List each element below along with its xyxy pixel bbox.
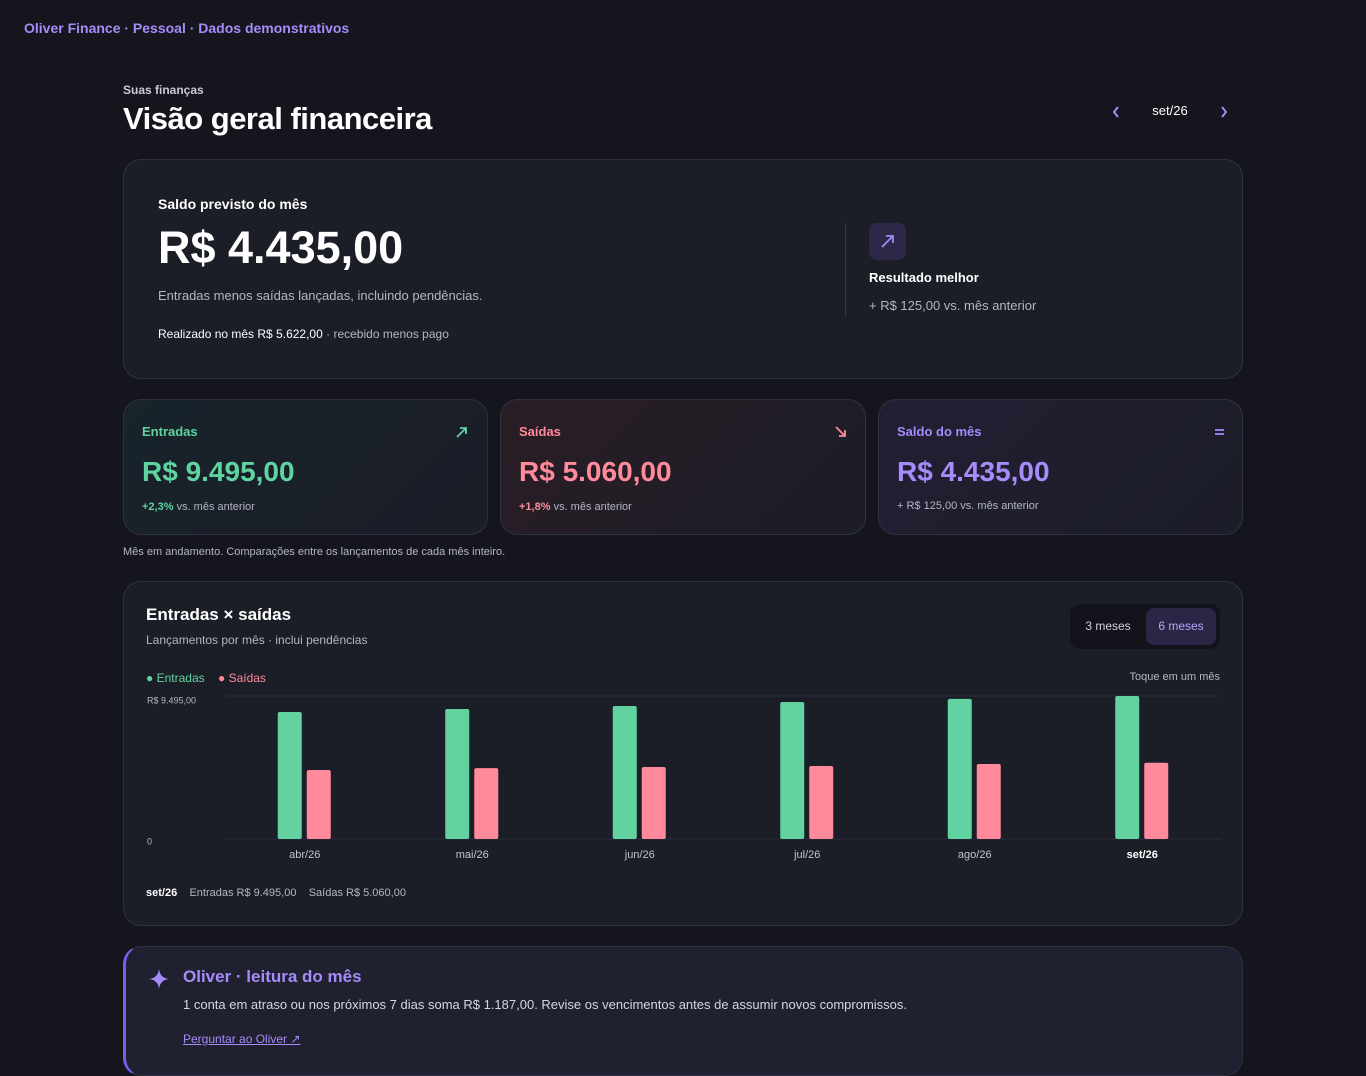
selection-summary: set/26 Entradas R$ 9.495,00 Saídas R$ 5.… [146,887,406,899]
trend-note: + R$ 125,00 vs. mês anterior [869,298,1037,313]
x-tick-label: jul/26 [793,849,820,861]
bar [474,768,499,839]
card-amount: R$ 9.495,00 [142,456,295,487]
down-icon [835,426,846,437]
card-label: Entradas [142,424,198,439]
change-note: vs. mês anterior [176,501,255,513]
card-amount: R$ 5.060,00 [519,456,672,487]
income-card: Entradas R$ 9.495,00 +2,3% vs. mês anter… [123,399,488,535]
chart-subtitle: Lançamentos por mês · inclui pendências [146,633,368,647]
insight-link[interactable]: Perguntar ao Oliver ↗ [183,1032,301,1046]
prev-month[interactable] [1106,102,1126,122]
legend-item: ● Entradas [146,671,205,685]
change-value: +1,8% [519,501,551,513]
hero-card: Saldo previsto do mês R$ 4.435,00 Entrad… [123,159,1243,379]
page: Oliver Finance · Pessoal · Dados demonst… [24,20,1243,1076]
next-month[interactable] [1214,102,1234,122]
bar [612,706,637,839]
current-month: set/26 [1152,103,1188,118]
card-change: +2,3% vs. mês anterior [142,501,255,513]
x-tick-label: abr/26 [289,849,320,861]
bar [277,712,302,839]
cards-note: Mês em andamento. Comparações entre os l… [123,546,506,558]
page-title: Visão geral financeira [123,101,432,136]
x-tick-label: jun/26 [624,849,655,861]
bar [947,698,972,839]
legend-label: Entradas [156,671,205,685]
bar [1144,762,1169,839]
card-change: +1,8% vs. mês anterior [519,501,632,513]
card-note: + R$ 125,00 vs. mês anterior [897,500,1039,512]
up-icon [456,427,467,438]
chart-panel: Entradas × saídas Lançamentos por mês · … [123,581,1243,926]
selected-income: Entradas R$ 9.495,00 [189,887,297,899]
bar [306,770,331,839]
card-amount: R$ 4.435,00 [897,456,1050,487]
insight-card: Oliver · leitura do mês 1 conta em atras… [123,946,1243,1076]
eyebrow: Suas finanças [123,83,204,97]
breadcrumb[interactable]: Oliver Finance · Pessoal · Dados demonst… [24,20,350,36]
realized-label: Realizado no mês R$ 5.622,00 [158,327,323,341]
x-tick-label: set/26 [1127,849,1158,861]
change-value: +2,3% [142,501,174,513]
legend-label: Saídas [228,671,266,685]
realized-note: · recebido menos pago [326,327,449,341]
bar [780,701,805,839]
bar [445,709,470,839]
chart-title: Entradas × saídas [146,605,292,624]
insight-title: Oliver · leitura do mês [183,967,362,986]
card-label: Saídas [519,424,561,439]
balance-card: Saldo do mês R$ 4.435,00 + R$ 125,00 vs.… [878,399,1243,535]
hero-amount: R$ 4.435,00 [158,222,404,273]
y-tick-label: 0 [147,836,152,846]
card-label: Saldo do mês [897,424,982,439]
hero-label: Saldo previsto do mês [158,196,308,212]
range-option[interactable]: 3 meses [1085,619,1131,633]
range-option[interactable]: 6 meses [1146,608,1216,645]
hero-description: Entradas menos saídas lançadas, incluind… [158,288,483,303]
sparkle-icon [149,969,169,989]
equal-icon [1215,429,1224,435]
chart-hint: Toque em um mês [1129,671,1220,683]
chart: 0 R$ 9.495,00 abr/26 mai/26 jun/26 jul/26 ago/… [147,695,1221,861]
x-tick-label: mai/26 [456,849,489,861]
insight-text: 1 conta em atraso ou nos próximos 7 dias… [183,997,908,1012]
bar [1115,696,1140,839]
y-tick-label: R$ 9.495,00 [147,695,196,705]
trend-icon [869,223,906,260]
expense-card: Saídas R$ 5.060,00 +1,8% vs. mês anterio… [500,399,866,535]
change-note: vs. mês anterior [553,501,632,513]
range-toggle: 3 meses 6 meses [1070,604,1220,649]
divider [845,223,846,317]
legend-item: ● Saídas [217,671,266,685]
trend-title: Resultado melhor [869,270,979,285]
legend: ● Entradas ● Saídas [146,671,266,685]
bar [976,763,1001,839]
bar [641,767,666,839]
bar [809,765,834,839]
selected-month: set/26 [146,887,178,899]
selected-expense: Saídas R$ 5.060,00 [308,887,406,899]
x-tick-label: ago/26 [958,849,992,861]
hero-realized: Realizado no mês R$ 5.622,00 · recebido … [158,327,449,341]
